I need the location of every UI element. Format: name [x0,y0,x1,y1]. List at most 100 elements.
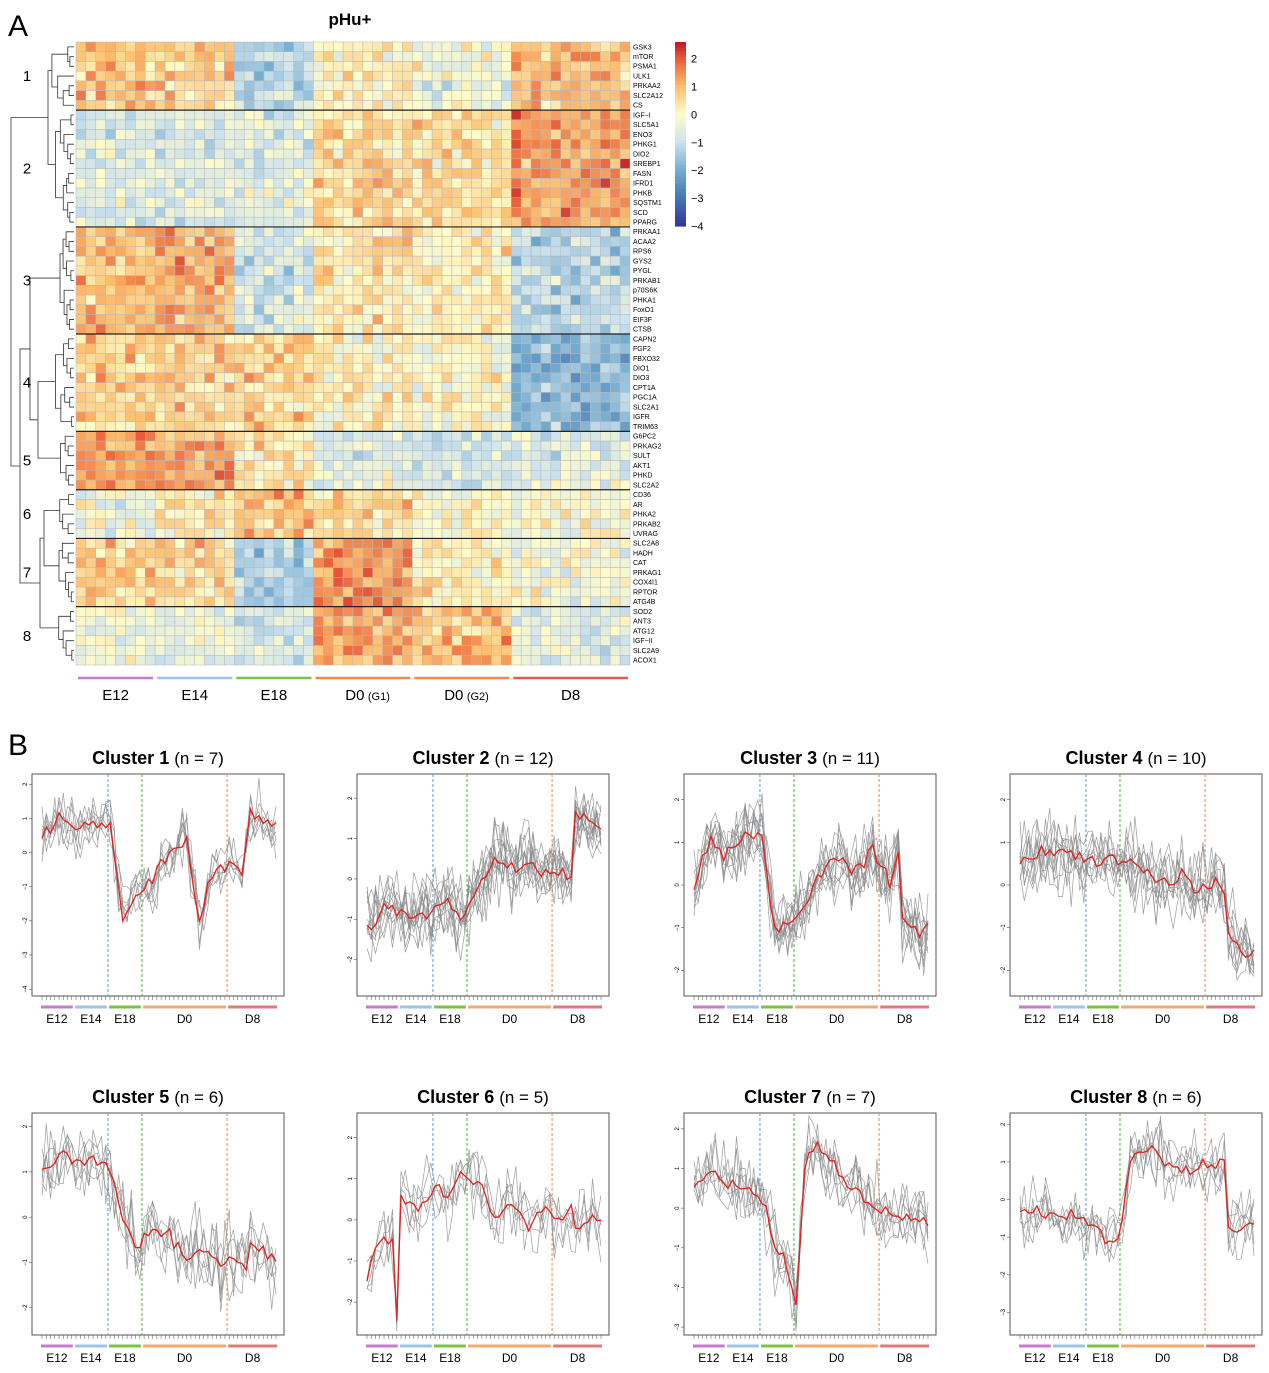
heatmap-cell [313,236,324,247]
heatmap-cell [382,343,393,354]
heatmap-cell [471,139,482,150]
heatmap-cell [95,207,106,218]
heatmap-cell [540,129,552,140]
heatmap-cell [164,635,176,646]
heatmap-cell [214,207,225,218]
heatmap-cell [125,499,136,510]
heatmap-cell [422,616,433,627]
heatmap-cell [511,100,522,111]
heatmap-cell [273,324,284,335]
heatmap-cell [194,216,205,228]
heatmap-cell [362,362,374,374]
heatmap-cell [362,139,374,150]
heatmap-cell [234,460,245,471]
heatmap-cell [540,139,552,150]
heatmap-cell [283,431,294,442]
heatmap-cell [422,285,433,296]
heatmap-cell [540,41,552,52]
heatmap-cell [600,616,611,627]
heatmap-cell [461,635,472,646]
heatmap-cell [154,557,166,568]
gene-profile-line [693,793,929,954]
heatmap-cell [253,324,265,335]
heatmap-cell [332,362,344,374]
heatmap-cell [145,70,156,82]
heatmap-cell [273,382,284,393]
heatmap-cell [323,236,334,247]
heatmap-cell [154,411,166,422]
heatmap-cell [590,226,601,237]
heatmap-cell [451,148,463,160]
heatmap-cell [530,460,542,471]
heatmap-cell [105,635,116,646]
heatmap-cell [224,440,235,452]
heatmap-cell [570,353,581,364]
heatmap-cell [481,70,492,82]
heatmap-cell [382,372,393,383]
heatmap-cell [441,440,453,452]
heatmap-cell [530,119,542,130]
heatmap-cell [303,499,314,510]
heatmap-cell [352,109,364,121]
colorbar-segment [675,164,686,169]
heatmap-cell [372,635,383,646]
heatmap-cell [253,70,265,82]
heatmap-cell [323,148,334,160]
heatmap-cell [234,625,245,637]
heatmap-cell [332,207,344,218]
heatmap-cell [145,392,156,403]
heatmap-cell [234,158,245,169]
heatmap-cell [75,606,87,617]
heatmap-cell [520,343,532,354]
heatmap-cell [323,616,334,627]
heatmap-cell [145,216,156,228]
heatmap-cell [184,333,195,345]
heatmap-cell [412,547,423,559]
heatmap-cell [323,61,334,72]
heatmap-cell [204,635,215,646]
heatmap-cell [95,255,106,267]
heatmap-cell [194,372,205,383]
heatmap-cell [154,226,166,237]
heatmap-cell [204,178,215,189]
heatmap-cell [184,479,195,491]
heatmap-cell [402,119,413,130]
heatmap-cell [95,353,106,364]
y-tick-label: −3 [23,951,29,959]
heatmap-cell [323,304,334,315]
heatmap-cell [234,421,245,432]
heatmap-cell [263,255,275,267]
gene-profile-line [41,1140,277,1297]
heatmap-cell [570,655,581,666]
heatmap-cell [95,119,106,130]
heatmap-cell [530,372,542,383]
heatmap-cell [511,655,522,666]
heatmap-cell [154,265,166,276]
heatmap-cell [451,362,463,374]
heatmap-cell [580,440,591,452]
heatmap-cell [234,333,245,345]
heatmap-cell [303,197,314,208]
heatmap-cell [95,90,106,101]
heatmap-cell [214,450,225,461]
heatmap-cell [145,596,156,607]
heatmap-cell [174,411,186,422]
heatmap-cell [441,129,453,140]
heatmap-cell [204,100,215,111]
heatmap-cell [75,148,87,160]
heatmap-cell [570,265,581,276]
heatmap-cell [194,148,205,160]
heatmap-cell [520,216,532,228]
heatmap-cell [332,119,344,130]
gene-label: ATG12 [633,628,655,635]
heatmap-cell [392,100,403,111]
heatmap-cell [352,80,364,91]
y-tick-label: −2 [348,1298,354,1306]
heatmap-cell [342,343,354,354]
heatmap-cell [530,294,542,306]
heatmap-cell [422,178,433,189]
heatmap-cell [154,100,166,111]
heatmap-cell [471,41,482,52]
heatmap-cell [431,324,443,335]
heatmap-cell [263,635,275,646]
